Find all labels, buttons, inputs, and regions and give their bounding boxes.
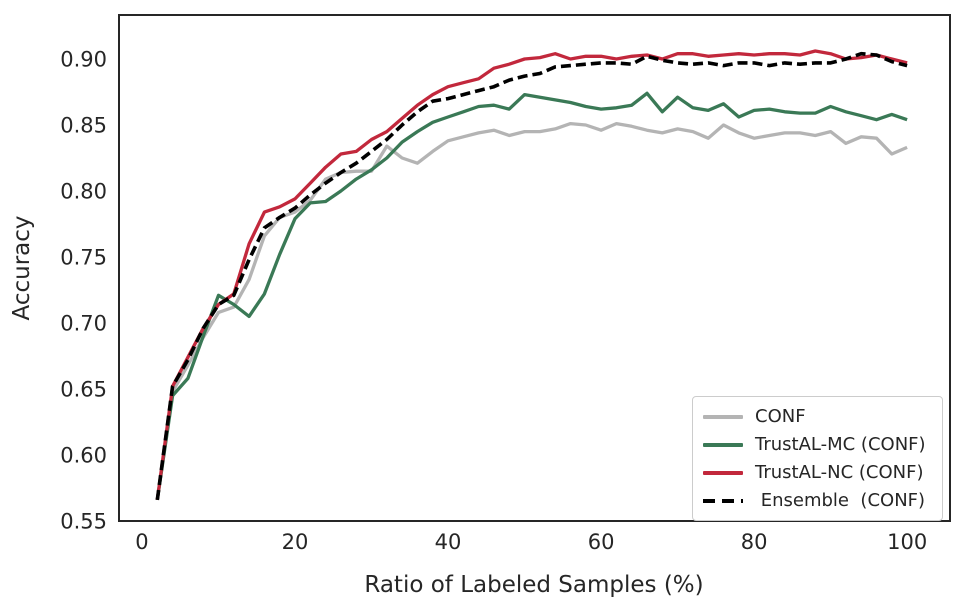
legend-item-ensemble: Ensemble (CONF) [703,487,942,515]
legend-swatch-ensemble [703,499,743,503]
plot-border [118,14,951,522]
legend-swatch-trustal-nc [703,471,743,475]
x-tick-label: 0 [135,530,148,554]
y-tick-label: 0.85 [60,113,107,137]
legend-label-ensemble: Ensemble (CONF) [755,490,926,511]
legend-item-trustal-nc: TrustAL-NC (CONF) [703,459,942,487]
legend: CONF TrustAL-MC (CONF) TrustAL-NC (CONF)… [692,396,943,521]
y-tick-label: 0.65 [60,377,107,401]
x-tick-label: 40 [435,530,462,554]
legend-item-trustal-mc: TrustAL-MC (CONF) [703,431,942,459]
x-axis-label: Ratio of Labeled Samples (%) [364,572,704,598]
legend-label-trustal-nc: TrustAL-NC (CONF) [755,462,924,483]
x-tick-label: 20 [282,530,309,554]
y-tick-label: 0.70 [60,311,107,335]
series-line-trustal-nc-conf- [155,49,908,501]
legend-swatch-conf [703,415,743,419]
series-line-trustal-mc-conf- [155,91,908,501]
x-tick-label: 60 [588,530,615,554]
series-line-ensemble-conf- [155,51,908,501]
x-tick-label: 100 [887,530,927,554]
x-tick-label: 80 [741,530,768,554]
y-axis-label: Accuracy [9,215,35,321]
y-tick-label: 0.60 [60,443,107,467]
legend-label-conf: CONF [755,406,806,427]
legend-label-trustal-mc: TrustAL-MC (CONF) [755,434,926,455]
legend-item-conf: CONF [703,403,942,431]
y-tick-label: 0.80 [60,179,107,203]
y-tick-label: 0.55 [60,510,107,534]
y-tick-label: 0.75 [60,245,107,269]
legend-swatch-trustal-mc [703,443,743,447]
y-tick-label: 0.90 [60,47,107,71]
